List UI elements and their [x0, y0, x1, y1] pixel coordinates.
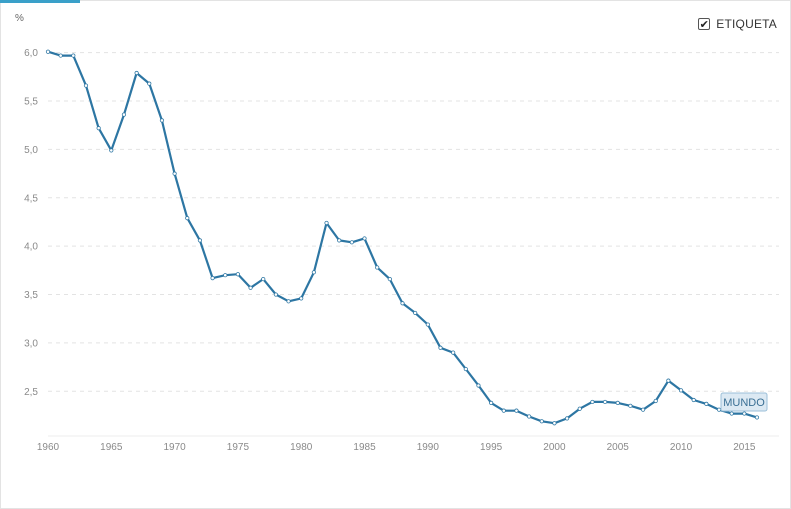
- data-point[interactable]: [134, 70, 139, 76]
- data-point[interactable]: [413, 310, 418, 316]
- y-tick-label: 4,5: [24, 193, 38, 204]
- data-point[interactable]: [729, 411, 734, 416]
- y-tick-label: 3,5: [24, 290, 38, 301]
- y-unit-label: %: [15, 13, 24, 24]
- data-point[interactable]: [716, 407, 722, 412]
- data-point[interactable]: [666, 378, 671, 383]
- legend-label: ETIQUETA: [716, 17, 777, 31]
- x-tick-label: 2015: [733, 442, 756, 453]
- data-point[interactable]: [299, 296, 304, 301]
- data-point[interactable]: [71, 53, 76, 58]
- data-point[interactable]: [210, 276, 215, 281]
- data-point[interactable]: [742, 411, 747, 416]
- series-tag-layer: MUNDO: [720, 392, 768, 412]
- data-point[interactable]: [691, 397, 696, 403]
- data-point[interactable]: [109, 148, 114, 153]
- data-point[interactable]: [653, 398, 658, 404]
- x-tick-label: 2000: [543, 442, 566, 453]
- y-tick-label: 5,0: [24, 145, 38, 156]
- y-tick-label: 3,0: [24, 338, 38, 349]
- data-point[interactable]: [159, 118, 165, 123]
- data-point[interactable]: [349, 240, 354, 245]
- data-point[interactable]: [527, 414, 532, 419]
- data-point[interactable]: [197, 238, 203, 243]
- data-point[interactable]: [489, 400, 494, 406]
- data-point[interactable]: [185, 216, 190, 221]
- data-point[interactable]: [501, 408, 506, 413]
- data-point[interactable]: [121, 112, 127, 117]
- x-tick-label: 1960: [37, 442, 60, 453]
- series-layer: [45, 49, 760, 426]
- data-point[interactable]: [375, 265, 380, 270]
- x-tick-label: 1975: [227, 442, 250, 453]
- data-point[interactable]: [514, 408, 519, 413]
- x-tick-label: 1980: [290, 442, 313, 453]
- data-point[interactable]: [438, 345, 443, 350]
- active-tab-indicator: [0, 0, 80, 3]
- data-point[interactable]: [362, 236, 367, 241]
- y-tick-label: 6,0: [24, 48, 38, 59]
- data-point[interactable]: [590, 399, 595, 405]
- data-point[interactable]: [678, 388, 684, 393]
- data-point[interactable]: [286, 299, 291, 304]
- legend-toggle[interactable]: ✔ ETIQUETA: [698, 17, 777, 31]
- data-point[interactable]: [311, 270, 316, 275]
- data-point[interactable]: [615, 400, 620, 406]
- data-point[interactable]: [324, 220, 329, 226]
- checkmark-icon: ✔: [699, 17, 709, 31]
- x-tick-label: 1985: [353, 442, 376, 453]
- legend-checkbox[interactable]: ✔: [698, 17, 711, 31]
- data-point[interactable]: [628, 403, 633, 408]
- data-point[interactable]: [83, 83, 89, 88]
- y-tick-label: 4,0: [24, 242, 38, 253]
- data-point[interactable]: [45, 49, 51, 54]
- data-point[interactable]: [172, 171, 177, 176]
- data-point[interactable]: [273, 292, 278, 297]
- data-point[interactable]: [539, 419, 544, 424]
- data-point[interactable]: [754, 415, 760, 420]
- data-point[interactable]: [577, 406, 582, 411]
- data-point[interactable]: [463, 366, 468, 372]
- x-tick-label: 1995: [480, 442, 503, 453]
- data-point[interactable]: [425, 322, 430, 327]
- data-point[interactable]: [400, 301, 405, 306]
- data-point[interactable]: [223, 273, 228, 278]
- axis-labels: % 2,5 3,0 3,5 4,0 4,5 5,0 5,5 6,0 1960 1965 1970 197…: [15, 13, 756, 453]
- data-point[interactable]: [387, 276, 392, 282]
- x-tick-label: 2010: [670, 442, 693, 453]
- x-tick-label: 1970: [163, 442, 186, 453]
- data-point[interactable]: [261, 276, 266, 282]
- data-point[interactable]: [337, 238, 342, 243]
- y-tick-label: 5,5: [24, 97, 38, 108]
- data-point[interactable]: [476, 383, 481, 388]
- data-point[interactable]: [640, 407, 646, 412]
- x-tick-label: 1965: [100, 442, 123, 453]
- x-tick-label: 1990: [417, 442, 440, 453]
- data-point[interactable]: [248, 285, 253, 290]
- series-line-mundo: [47, 50, 758, 425]
- data-point[interactable]: [147, 81, 152, 86]
- data-point[interactable]: [235, 272, 241, 277]
- data-point[interactable]: [451, 350, 456, 355]
- series-tag-label: MUNDO: [723, 397, 765, 409]
- data-point[interactable]: [704, 401, 709, 406]
- data-point[interactable]: [552, 421, 557, 426]
- data-point[interactable]: [564, 416, 570, 421]
- data-point[interactable]: [602, 399, 608, 405]
- data-point[interactable]: [58, 53, 63, 58]
- x-tick-label: 2005: [607, 442, 630, 453]
- data-point[interactable]: [96, 126, 101, 131]
- y-tick-label: 2,5: [24, 387, 38, 398]
- series-tag-box: [720, 392, 768, 412]
